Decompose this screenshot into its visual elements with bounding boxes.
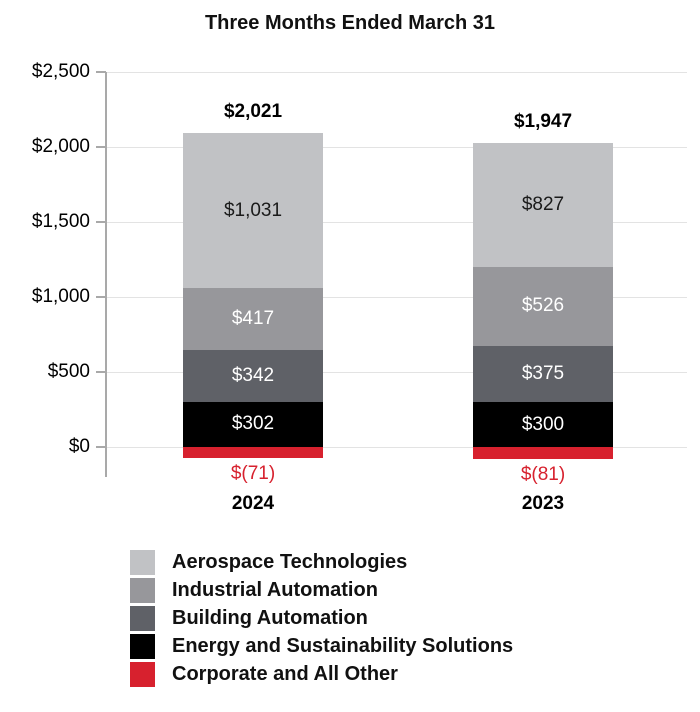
gridline-2000 <box>107 147 687 148</box>
bar-segment-building-automation-2024: $342 <box>183 350 323 402</box>
y-axis-tick-label-2500: $2,500 <box>31 61 90 82</box>
gridline-500 <box>107 372 687 373</box>
bar-segment-building-automation-2023: $375 <box>473 345 613 402</box>
bar-segment-value: $827 <box>521 193 565 215</box>
chart-title: Three Months Ended March 31 <box>204 12 496 34</box>
legend-label-aerospace-technologies: Aerospace Technologies <box>172 551 408 573</box>
legend-item-industrial-automation: Industrial Automation <box>130 578 513 603</box>
legend-label-energy-and-sustainability-solutions: Energy and Sustainability Solutions <box>172 635 514 657</box>
legend-swatch-aerospace-technologies <box>130 550 155 575</box>
y-axis-line <box>105 72 107 477</box>
legend-swatch-industrial-automation <box>130 578 155 603</box>
y-axis-tick-label-500: $500 <box>47 361 90 382</box>
legend-label-building-automation: Building Automation <box>172 607 368 629</box>
legend-label-industrial-automation: Industrial Automation <box>172 579 378 601</box>
legend-swatch-corporate-and-all-other <box>130 662 155 687</box>
gridline-2500 <box>107 72 687 73</box>
gridline-1000 <box>107 297 687 298</box>
legend-swatch-energy-and-sustainability-solutions <box>130 634 155 659</box>
legend-item-building-automation: Building Automation <box>130 606 513 631</box>
gridline-1500 <box>107 222 687 223</box>
bar-segment-aerospace-technologies-2023: $827 <box>473 142 613 267</box>
y-axis-tick-0 <box>96 446 106 448</box>
y-axis-tick-1500 <box>96 221 106 223</box>
bar-segment-aerospace-technologies-2024: $1,031 <box>183 133 323 288</box>
bar-total-label-2024: $2,021 <box>223 101 283 123</box>
bar-segment-industrial-automation-2024: $417 <box>183 287 323 351</box>
legend: Aerospace Technologies Industrial Automa… <box>130 550 513 687</box>
bar-segment-energy-and-sustainability-solutions-2023: $300 <box>473 402 613 447</box>
bar-segment-value: $300 <box>521 413 565 435</box>
bar-total-label-2023: $1,947 <box>513 110 573 132</box>
gridline-0 <box>107 447 687 448</box>
bar-negative-value-label-2023: $(81) <box>520 464 566 486</box>
y-axis-tick-500 <box>96 371 106 373</box>
legend-item-aerospace-technologies: Aerospace Technologies <box>130 550 513 575</box>
y-axis-tick-label-2000: $2,000 <box>31 136 90 157</box>
bar-segment-corporate-and-all-other-2024 <box>183 447 323 458</box>
legend-swatch-building-automation <box>130 606 155 631</box>
bar-segment-value: $302 <box>231 413 275 435</box>
legend-label-corporate-and-all-other: Corporate and All Other <box>172 663 398 685</box>
bar-segment-corporate-and-all-other-2023 <box>473 447 613 460</box>
y-axis-tick-2500 <box>96 71 106 73</box>
y-axis-tick-label-1000: $1,000 <box>31 286 90 307</box>
bar-segment-value: $526 <box>521 295 565 317</box>
bar-segment-value: $417 <box>231 308 275 330</box>
bar-segment-energy-and-sustainability-solutions-2024: $302 <box>183 401 323 447</box>
y-axis-tick-2000 <box>96 146 106 148</box>
y-axis-tick-label-0: $0 <box>68 436 90 457</box>
bar-negative-value-label-2024: $(71) <box>230 462 276 484</box>
bar-segment-value: $342 <box>231 365 275 387</box>
legend-item-energy-and-sustainability-solutions: Energy and Sustainability Solutions <box>130 634 513 659</box>
bar-segment-value: $1,031 <box>223 199 283 221</box>
bar-category-label-2023: 2023 <box>521 493 565 514</box>
bar-category-label-2024: 2024 <box>231 493 275 514</box>
y-axis-tick-1000 <box>96 296 106 298</box>
y-axis-tick-label-1500: $1,500 <box>31 211 90 232</box>
bar-segment-value: $375 <box>521 362 565 384</box>
bar-segment-industrial-automation-2023: $526 <box>473 266 613 346</box>
legend-item-corporate-and-all-other: Corporate and All Other <box>130 662 513 687</box>
